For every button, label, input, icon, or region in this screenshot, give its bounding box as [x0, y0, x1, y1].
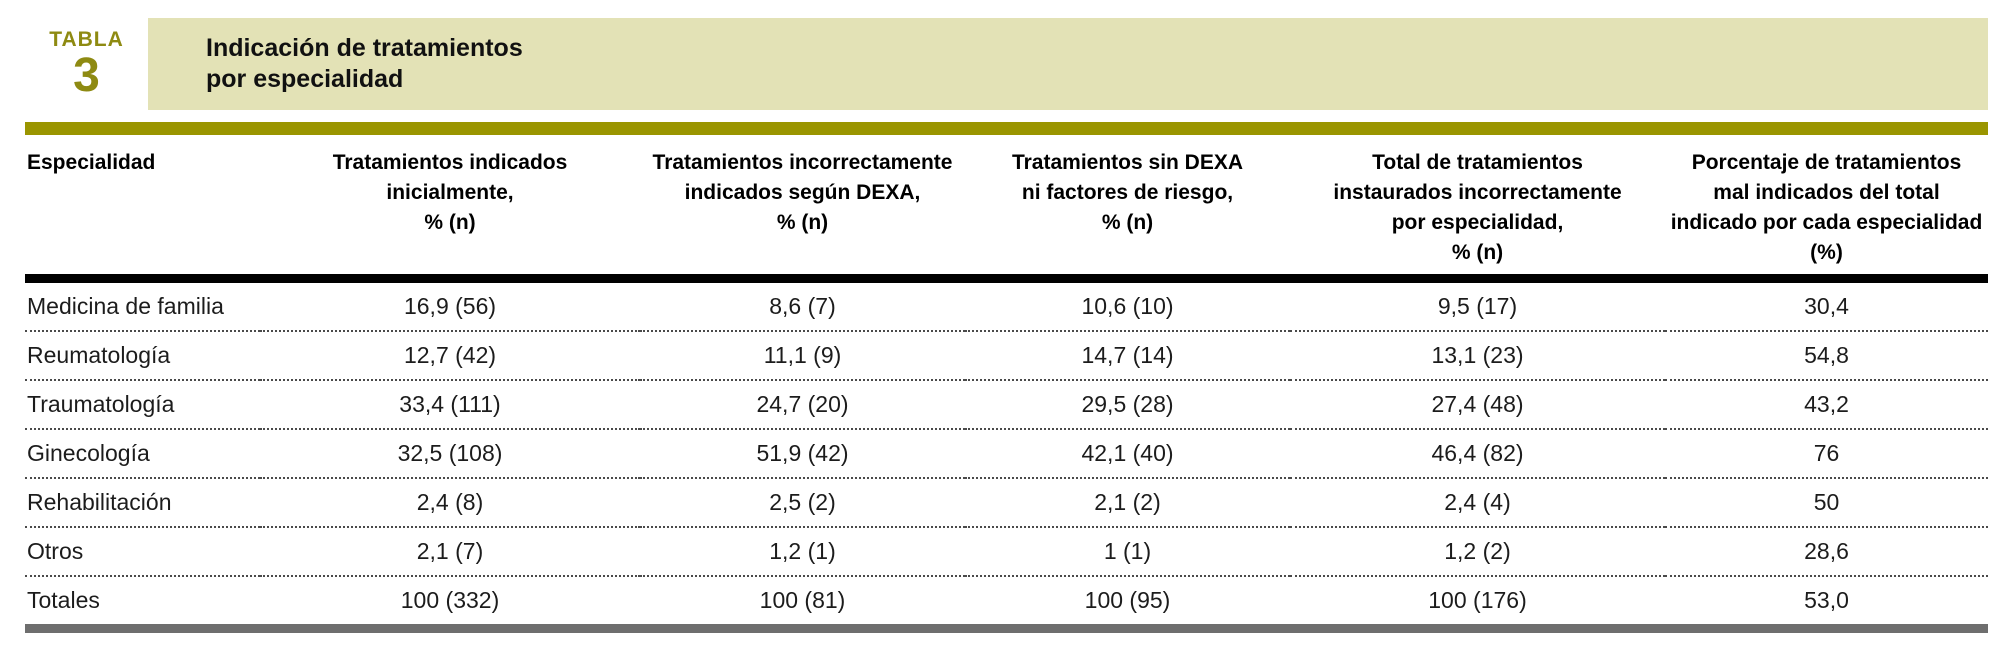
cell: 14,7 (14) — [965, 331, 1290, 381]
row-label: Reumatología — [25, 331, 260, 381]
row-label: Rehabilitación — [25, 478, 260, 528]
cell: 9,5 (17) — [1290, 278, 1665, 332]
cell: 53,0 — [1665, 576, 1988, 633]
header-row: Especialidad Tratamientos indicados inic… — [25, 148, 1988, 283]
table-row: Reumatología 12,7 (42) 11,1 (9) 14,7 (14… — [25, 331, 1988, 381]
row-label: Totales — [25, 576, 260, 633]
table-head: Especialidad Tratamientos indicados inic… — [25, 148, 1988, 283]
cell: 2,5 (2) — [640, 478, 965, 528]
cell: 76 — [1665, 429, 1988, 479]
cell: 29,5 (28) — [965, 380, 1290, 430]
column-header-indicados-inicialmente: Tratamientos indicados inicialmente, % (… — [260, 148, 640, 283]
table-kicker-number: 3 — [73, 48, 100, 102]
cell: 1,2 (1) — [640, 527, 965, 577]
cell: 100 (332) — [260, 576, 640, 633]
cell: 11,1 (9) — [640, 331, 965, 381]
table-header-band: TABLA 3 Indicación de tratamientos por e… — [25, 18, 1988, 110]
cell: 100 (81) — [640, 576, 965, 633]
cell: 2,1 (2) — [965, 478, 1290, 528]
cell: 42,1 (40) — [965, 429, 1290, 479]
table-row-totals: Totales 100 (332) 100 (81) 100 (95) 100 … — [25, 576, 1988, 633]
column-header-porcentaje-mal-indicados: Porcentaje de tratamientos mal indicados… — [1665, 148, 1988, 283]
cell: 1 (1) — [965, 527, 1290, 577]
cell: 1,2 (2) — [1290, 527, 1665, 577]
cell: 8,6 (7) — [640, 278, 965, 332]
cell: 32,5 (108) — [260, 429, 640, 479]
cell: 2,4 (4) — [1290, 478, 1665, 528]
table-kicker: TABLA 3 — [25, 18, 148, 110]
cell: 24,7 (20) — [640, 380, 965, 430]
table-title-box: Indicación de tratamientos por especiali… — [148, 18, 1988, 110]
cell: 13,1 (23) — [1290, 331, 1665, 381]
data-table-container: Especialidad Tratamientos indicados inic… — [25, 148, 1988, 633]
table-body: Medicina de familia 16,9 (56) 8,6 (7) 10… — [25, 278, 1988, 633]
cell: 27,4 (48) — [1290, 380, 1665, 430]
row-label: Otros — [25, 527, 260, 577]
column-header-total-incorrectos: Total de tratamientos instaurados incorr… — [1290, 148, 1665, 283]
cell: 50 — [1665, 478, 1988, 528]
cell: 2,4 (8) — [260, 478, 640, 528]
data-table: Especialidad Tratamientos indicados inic… — [25, 148, 1988, 633]
table-row: Otros 2,1 (7) 1,2 (1) 1 (1) 1,2 (2) 28,6 — [25, 527, 1988, 577]
table-row: Medicina de familia 16,9 (56) 8,6 (7) 10… — [25, 278, 1988, 332]
cell: 100 (176) — [1290, 576, 1665, 633]
row-label: Traumatología — [25, 380, 260, 430]
row-label: Ginecología — [25, 429, 260, 479]
cell: 51,9 (42) — [640, 429, 965, 479]
cell: 54,8 — [1665, 331, 1988, 381]
cell: 46,4 (82) — [1290, 429, 1665, 479]
cell: 43,2 — [1665, 380, 1988, 430]
table-row: Traumatología 33,4 (111) 24,7 (20) 29,5 … — [25, 380, 1988, 430]
table-row: Ginecología 32,5 (108) 51,9 (42) 42,1 (4… — [25, 429, 1988, 479]
column-header-sin-dexa: Tratamientos sin DEXA ni factores de rie… — [965, 148, 1290, 283]
table-row: Rehabilitación 2,4 (8) 2,5 (2) 2,1 (2) 2… — [25, 478, 1988, 528]
cell: 16,9 (56) — [260, 278, 640, 332]
cell: 10,6 (10) — [965, 278, 1290, 332]
cell: 12,7 (42) — [260, 331, 640, 381]
row-label: Medicina de familia — [25, 278, 260, 332]
column-header-incorrectamente-dexa: Tratamientos incorrectamente indicados s… — [640, 148, 965, 283]
table-kicker-word: TABLA — [49, 27, 124, 51]
column-header-especialidad: Especialidad — [25, 148, 260, 283]
olive-rule — [25, 122, 1988, 135]
cell: 30,4 — [1665, 278, 1988, 332]
cell: 100 (95) — [965, 576, 1290, 633]
table-title: Indicación de tratamientos por especiali… — [206, 33, 523, 93]
cell: 33,4 (111) — [260, 380, 640, 430]
cell: 28,6 — [1665, 527, 1988, 577]
cell: 2,1 (7) — [260, 527, 640, 577]
